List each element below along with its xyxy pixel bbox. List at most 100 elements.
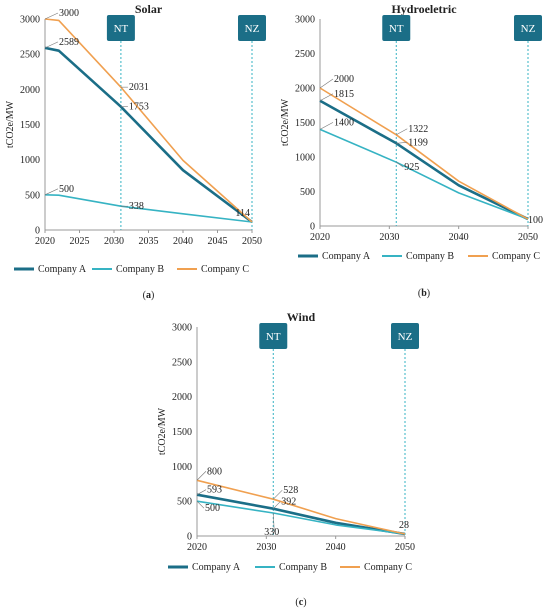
series-line-1 [44,46,253,224]
y-tick-label: 3000 [295,15,315,26]
x-tick-label: 2040 [449,232,469,243]
series-line-1 [319,99,529,221]
target-box-nt [382,15,411,41]
data-label: 1815 [334,89,354,100]
y-tick-label: 500 [300,187,315,198]
legend-label: Company B [279,562,327,573]
y-tick-label: 1500 [172,427,192,438]
target-label-nz: NZ [245,23,260,35]
data-label: 1322 [408,124,428,135]
panel-caption: (b) [418,288,430,299]
series-line-2 [319,128,529,220]
data-label: 528 [283,485,298,496]
annotation-leader [196,471,207,481]
data-label: 1753 [129,102,149,113]
data-label: 392 [281,497,296,508]
y-tick-label: 1500 [20,120,40,131]
y-axis-label: tCO2e/MW [280,98,291,146]
legend-label: Company C [201,264,249,275]
panel-caption: (a) [143,290,155,301]
y-tick-label: 500 [177,497,192,508]
y-tick-label: 2000 [172,392,192,403]
data-label: 1400 [334,117,354,128]
target-box-nz [238,15,266,41]
x-tick-label: 2020 [187,542,207,553]
x-tick-label: 2025 [70,236,90,247]
data-label: 2000 [334,74,354,85]
x-tick-label: 2050 [518,232,538,243]
annotation-leader [273,490,283,500]
data-label: 800 [207,466,222,477]
y-tick-label: 3000 [172,323,192,334]
data-label: 28 [399,520,409,531]
annotation-leader [396,161,404,168]
annotation-leader [196,500,205,509]
panel-caption-part: ( [418,288,422,299]
target-label-nt: NT [266,331,281,343]
x-tick-label: 2040 [326,542,346,553]
target-box-nt [106,15,135,41]
panel-caption-part: ) [151,290,154,301]
series-line-3 [44,18,253,223]
annotation-leader [273,501,281,509]
legend-label: Company A [38,264,87,275]
y-tick-label: 2000 [295,84,315,95]
x-tick-label: 2050 [242,236,262,247]
y-tick-label: 500 [25,190,40,201]
legend-label: Company A [192,562,241,573]
x-tick-label: 2050 [395,542,415,553]
target-box-nt [259,323,288,349]
series-line-3 [196,479,406,535]
panel-caption-part: ) [427,288,430,299]
chart-title: Wind [287,310,316,324]
data-label: 2589 [59,37,79,48]
y-tick-label: 1000 [295,153,315,164]
legend-label: Company A [322,251,371,262]
annotation-leader [272,512,275,533]
chart-title: Hydroeletric [391,2,457,16]
y-axis-label: tCO2e/MW [157,407,168,455]
annotation-leader [196,489,207,495]
y-tick-label: 1500 [295,118,315,129]
x-tick-label: 2020 [310,232,330,243]
panel-caption-part: ) [303,597,306,608]
data-label: 3000 [59,8,79,19]
data-label: 925 [404,162,419,173]
legend-label: Company B [406,251,454,262]
panel-caption-part: ( [295,597,299,608]
data-label: 330 [264,527,279,538]
x-tick-label: 2030 [379,232,399,243]
annotation-leader [44,41,59,49]
y-tick-label: 3000 [20,15,40,26]
target-label-nz: NZ [521,23,536,35]
x-tick-label: 2035 [139,236,159,247]
annotation-leader [319,78,334,89]
annotation-leader [319,122,334,130]
x-tick-label: 2030 [256,542,276,553]
panel-caption-part: a [146,290,151,301]
panel-caption-part: c [299,597,304,608]
x-tick-label: 2020 [35,236,55,247]
y-tick-label: 2500 [172,357,192,368]
target-label-nt: NT [389,23,404,35]
annotation-leader [396,141,408,144]
y-tick-label: 2000 [20,85,40,96]
annotation-leader [319,93,334,102]
y-tick-label: 2500 [295,49,315,60]
y-tick-label: 1000 [172,462,192,473]
target-label-nz: NZ [398,331,413,343]
data-label: 2031 [129,82,149,93]
series-line-2 [196,500,406,535]
panel-caption-part: b [421,288,427,299]
data-label: 593 [207,485,222,496]
chart-panel-3: Wind 0 500 1000 1500 2000 2500 3000 2020 2030 2040… [157,310,419,608]
y-tick-label: 0 [35,226,40,237]
data-label: 338 [129,201,144,212]
target-box-nz [391,323,419,349]
series-line-1 [196,493,406,536]
series-line-3 [319,87,529,220]
target-label-nt: NT [114,23,129,35]
chart-panel-2: Hydroeletric 0 500 1000 1500 2000 2500 3000 2020… [280,2,543,299]
chart-title: Solar [135,2,163,16]
